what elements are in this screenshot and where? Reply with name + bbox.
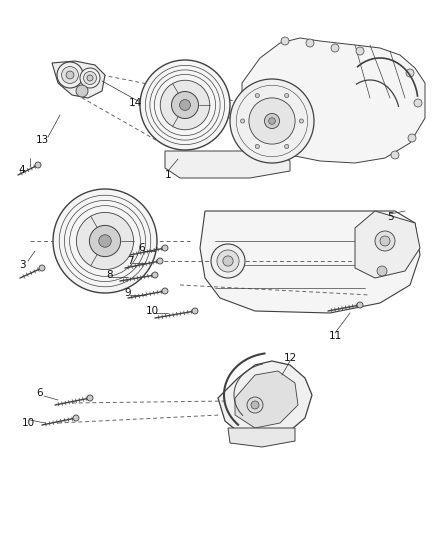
Text: 10: 10 [21, 418, 35, 428]
Circle shape [80, 68, 100, 88]
Circle shape [306, 39, 314, 47]
Circle shape [87, 75, 93, 81]
Text: 6: 6 [37, 388, 43, 398]
Circle shape [249, 98, 295, 144]
Circle shape [285, 144, 289, 149]
Circle shape [251, 401, 259, 409]
Circle shape [53, 189, 157, 293]
Circle shape [281, 37, 289, 45]
Circle shape [414, 99, 422, 107]
Text: 5: 5 [387, 212, 393, 222]
Text: 14: 14 [128, 98, 141, 108]
Circle shape [331, 44, 339, 52]
Circle shape [255, 144, 259, 149]
Polygon shape [242, 38, 425, 163]
Circle shape [66, 71, 74, 79]
Circle shape [391, 151, 399, 159]
Text: 13: 13 [35, 135, 49, 145]
Text: 7: 7 [127, 256, 133, 266]
Circle shape [211, 244, 245, 278]
Circle shape [255, 93, 259, 98]
Circle shape [230, 79, 314, 163]
Text: 6: 6 [139, 243, 145, 253]
Circle shape [285, 93, 289, 98]
Polygon shape [235, 371, 298, 428]
Circle shape [268, 118, 276, 124]
Circle shape [73, 415, 79, 421]
Circle shape [408, 134, 416, 142]
Circle shape [76, 212, 134, 270]
Text: 1: 1 [165, 170, 171, 180]
Polygon shape [200, 211, 420, 313]
Circle shape [380, 236, 390, 246]
Circle shape [62, 67, 78, 84]
Circle shape [76, 85, 88, 97]
Circle shape [162, 288, 168, 294]
Circle shape [35, 162, 41, 168]
Circle shape [357, 302, 363, 308]
Text: 12: 12 [283, 353, 297, 363]
Circle shape [160, 80, 210, 130]
Circle shape [89, 225, 120, 256]
Circle shape [247, 397, 263, 413]
Circle shape [172, 92, 198, 118]
Text: 10: 10 [145, 306, 159, 316]
Circle shape [223, 256, 233, 266]
Text: 4: 4 [19, 165, 25, 175]
Polygon shape [228, 428, 295, 447]
Polygon shape [218, 361, 312, 441]
Circle shape [57, 62, 83, 88]
Text: 11: 11 [328, 331, 342, 341]
Circle shape [217, 250, 239, 272]
Circle shape [152, 272, 158, 278]
Text: 9: 9 [125, 288, 131, 298]
Circle shape [99, 235, 111, 247]
Circle shape [87, 395, 93, 401]
Text: 3: 3 [19, 260, 25, 270]
Circle shape [162, 245, 168, 251]
Circle shape [180, 100, 191, 110]
Text: 8: 8 [107, 270, 113, 280]
Circle shape [84, 71, 96, 85]
Circle shape [356, 47, 364, 55]
Circle shape [39, 265, 45, 271]
Circle shape [265, 114, 279, 128]
Circle shape [157, 258, 163, 264]
Polygon shape [165, 151, 290, 178]
Circle shape [240, 119, 245, 123]
Circle shape [375, 231, 395, 251]
Circle shape [299, 119, 304, 123]
Circle shape [377, 266, 387, 276]
Circle shape [192, 308, 198, 314]
Circle shape [140, 60, 230, 150]
Polygon shape [52, 61, 105, 98]
Polygon shape [355, 211, 420, 278]
Circle shape [406, 69, 414, 77]
